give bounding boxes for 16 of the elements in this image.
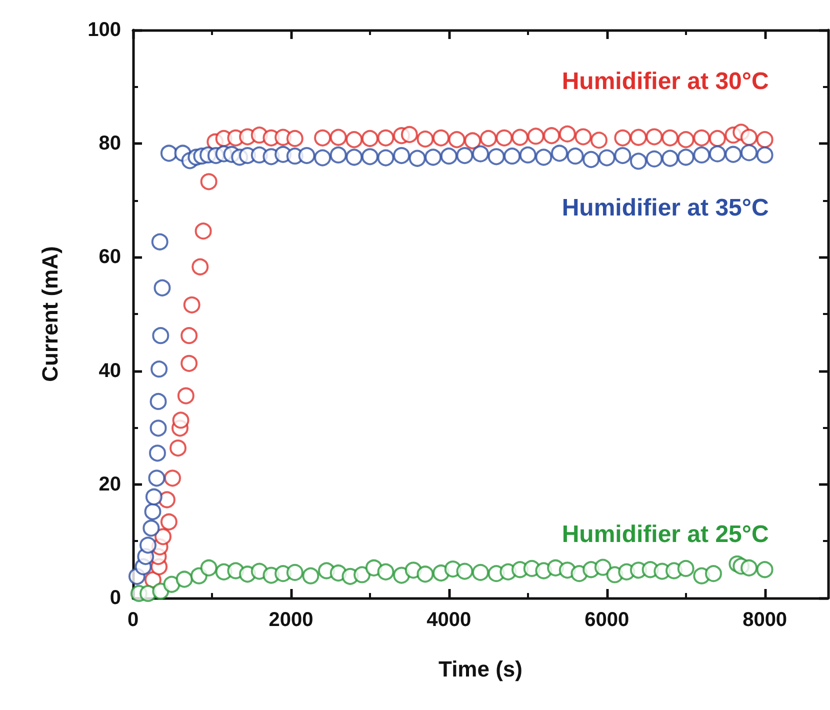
y-tick-label: 60 [98,246,121,268]
y-tick-label: 80 [98,132,121,155]
series-label: Humidifier at 30°C [562,68,769,96]
series-label: Humidifier at 35°C [562,194,769,222]
y-tick-label: 100 [88,19,121,41]
x-tick-label: 6000 [584,609,630,631]
y-tick-label: 20 [98,473,121,496]
y-axis-title: Current (mA) [38,246,62,382]
x-tick-label: 2000 [268,609,314,631]
series-label: Humidifier at 25°C [562,521,769,548]
y-tick-label: 0 [110,587,121,609]
y-tick-label: 40 [98,360,121,382]
x-tick-label: 4000 [426,609,472,631]
x-tick-label: 0 [127,609,139,631]
x-axis-title: Time (s) [438,656,522,682]
x-tick-label: 8000 [742,609,788,631]
